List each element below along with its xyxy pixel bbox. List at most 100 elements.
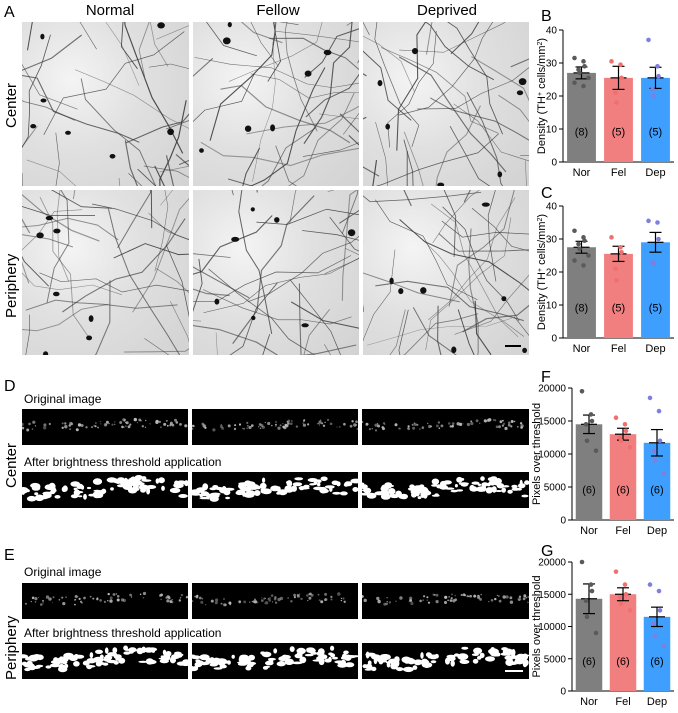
data-point bbox=[618, 438, 624, 444]
strip-center-original-fellow bbox=[192, 409, 358, 445]
neurite bbox=[403, 131, 424, 186]
data-point bbox=[646, 218, 651, 224]
bright-blob bbox=[192, 493, 201, 496]
bright-blob bbox=[523, 659, 529, 666]
signal-dot bbox=[163, 422, 167, 426]
bright-blob bbox=[439, 485, 449, 490]
data-point bbox=[651, 448, 657, 453]
strip-texture bbox=[192, 592, 346, 607]
data-point bbox=[581, 59, 586, 64]
bright-blob bbox=[495, 490, 503, 492]
bright-blob bbox=[501, 487, 506, 493]
strip-texture bbox=[24, 591, 188, 606]
signal-dot bbox=[307, 423, 310, 426]
signal-dot bbox=[444, 601, 447, 604]
micrograph-periphery-normal bbox=[22, 190, 189, 355]
neurite bbox=[443, 190, 457, 257]
signal-dot bbox=[469, 594, 472, 598]
cell-body bbox=[36, 232, 44, 239]
signal-dot bbox=[318, 599, 321, 602]
bright-blob bbox=[352, 487, 358, 492]
bright-blob bbox=[278, 489, 288, 496]
signal-dot bbox=[259, 427, 262, 430]
y-tick-label: 20 bbox=[546, 268, 558, 279]
signal-dot bbox=[160, 593, 163, 597]
neurite bbox=[43, 31, 185, 135]
signal-dot bbox=[426, 599, 428, 601]
bright-blob bbox=[45, 665, 52, 669]
bright-blob bbox=[196, 487, 207, 491]
neurite bbox=[170, 301, 189, 343]
bright-blob bbox=[225, 496, 230, 500]
signal-dot bbox=[122, 598, 126, 603]
neurite bbox=[402, 313, 479, 355]
neurite bbox=[148, 212, 189, 240]
signal-dot bbox=[116, 598, 120, 602]
signal-dot bbox=[494, 597, 497, 601]
bright-blob bbox=[502, 648, 514, 656]
n-label: (6) bbox=[650, 485, 663, 497]
bright-blob bbox=[292, 482, 303, 487]
neurite bbox=[123, 348, 189, 353]
signal-dot bbox=[125, 421, 127, 424]
cell-body bbox=[109, 154, 116, 159]
cell-body bbox=[244, 125, 252, 132]
bright-blob bbox=[86, 486, 92, 490]
chart-g: 0 5000 10000 15000 20000 Pixels over threshol… bbox=[531, 558, 674, 708]
signal-dot bbox=[353, 423, 357, 427]
signal-dot bbox=[374, 429, 378, 432]
signal-dot bbox=[291, 420, 293, 422]
neurite bbox=[249, 67, 326, 186]
bright-blob bbox=[281, 654, 291, 660]
data-point bbox=[586, 253, 591, 258]
neurite bbox=[290, 301, 359, 329]
signal-dot bbox=[499, 420, 503, 424]
signal-dot bbox=[302, 423, 306, 427]
cell-body bbox=[30, 124, 37, 129]
bright-blob bbox=[456, 489, 464, 492]
neurite bbox=[46, 190, 70, 303]
data-point bbox=[577, 246, 582, 252]
bright-blob bbox=[62, 485, 68, 492]
bright-blob bbox=[450, 489, 458, 493]
bright-blob bbox=[316, 482, 321, 487]
cell-body bbox=[222, 37, 231, 45]
signal-dot bbox=[440, 424, 444, 428]
signal-dot bbox=[318, 420, 322, 424]
data-point bbox=[583, 422, 589, 427]
signal-dot bbox=[115, 593, 118, 595]
neurite bbox=[525, 160, 527, 186]
cell-body bbox=[167, 128, 175, 136]
data-point bbox=[622, 422, 628, 427]
signal-dot bbox=[365, 422, 369, 426]
neurite bbox=[193, 288, 230, 297]
bright-blob bbox=[289, 646, 295, 652]
neurite bbox=[232, 195, 315, 344]
neurite bbox=[231, 190, 234, 196]
signal-dot bbox=[78, 597, 81, 600]
bright-blob bbox=[246, 485, 256, 489]
n-label: (6) bbox=[616, 485, 629, 497]
micrograph-texture bbox=[363, 190, 529, 355]
signal-dot bbox=[212, 428, 216, 432]
neurite bbox=[22, 209, 83, 251]
signal-dot bbox=[385, 602, 388, 606]
strip-texture bbox=[22, 475, 188, 502]
bright-blob bbox=[116, 479, 121, 484]
bright-blob bbox=[262, 666, 269, 670]
bright-blob bbox=[138, 484, 149, 490]
x-tick-label: Nor bbox=[580, 525, 598, 537]
signal-dot bbox=[376, 596, 380, 601]
bright-blob bbox=[412, 665, 418, 670]
neurite bbox=[275, 30, 359, 43]
signal-dot bbox=[42, 602, 44, 604]
signal-dot bbox=[517, 597, 521, 601]
neurite bbox=[22, 193, 100, 242]
signal-dot bbox=[171, 423, 175, 427]
cell-body bbox=[385, 123, 390, 130]
data-point bbox=[617, 595, 623, 600]
data-point bbox=[614, 100, 619, 105]
y-tick-label: 10 bbox=[546, 301, 558, 312]
strip-texture bbox=[22, 417, 188, 432]
bright-blob bbox=[365, 663, 373, 670]
